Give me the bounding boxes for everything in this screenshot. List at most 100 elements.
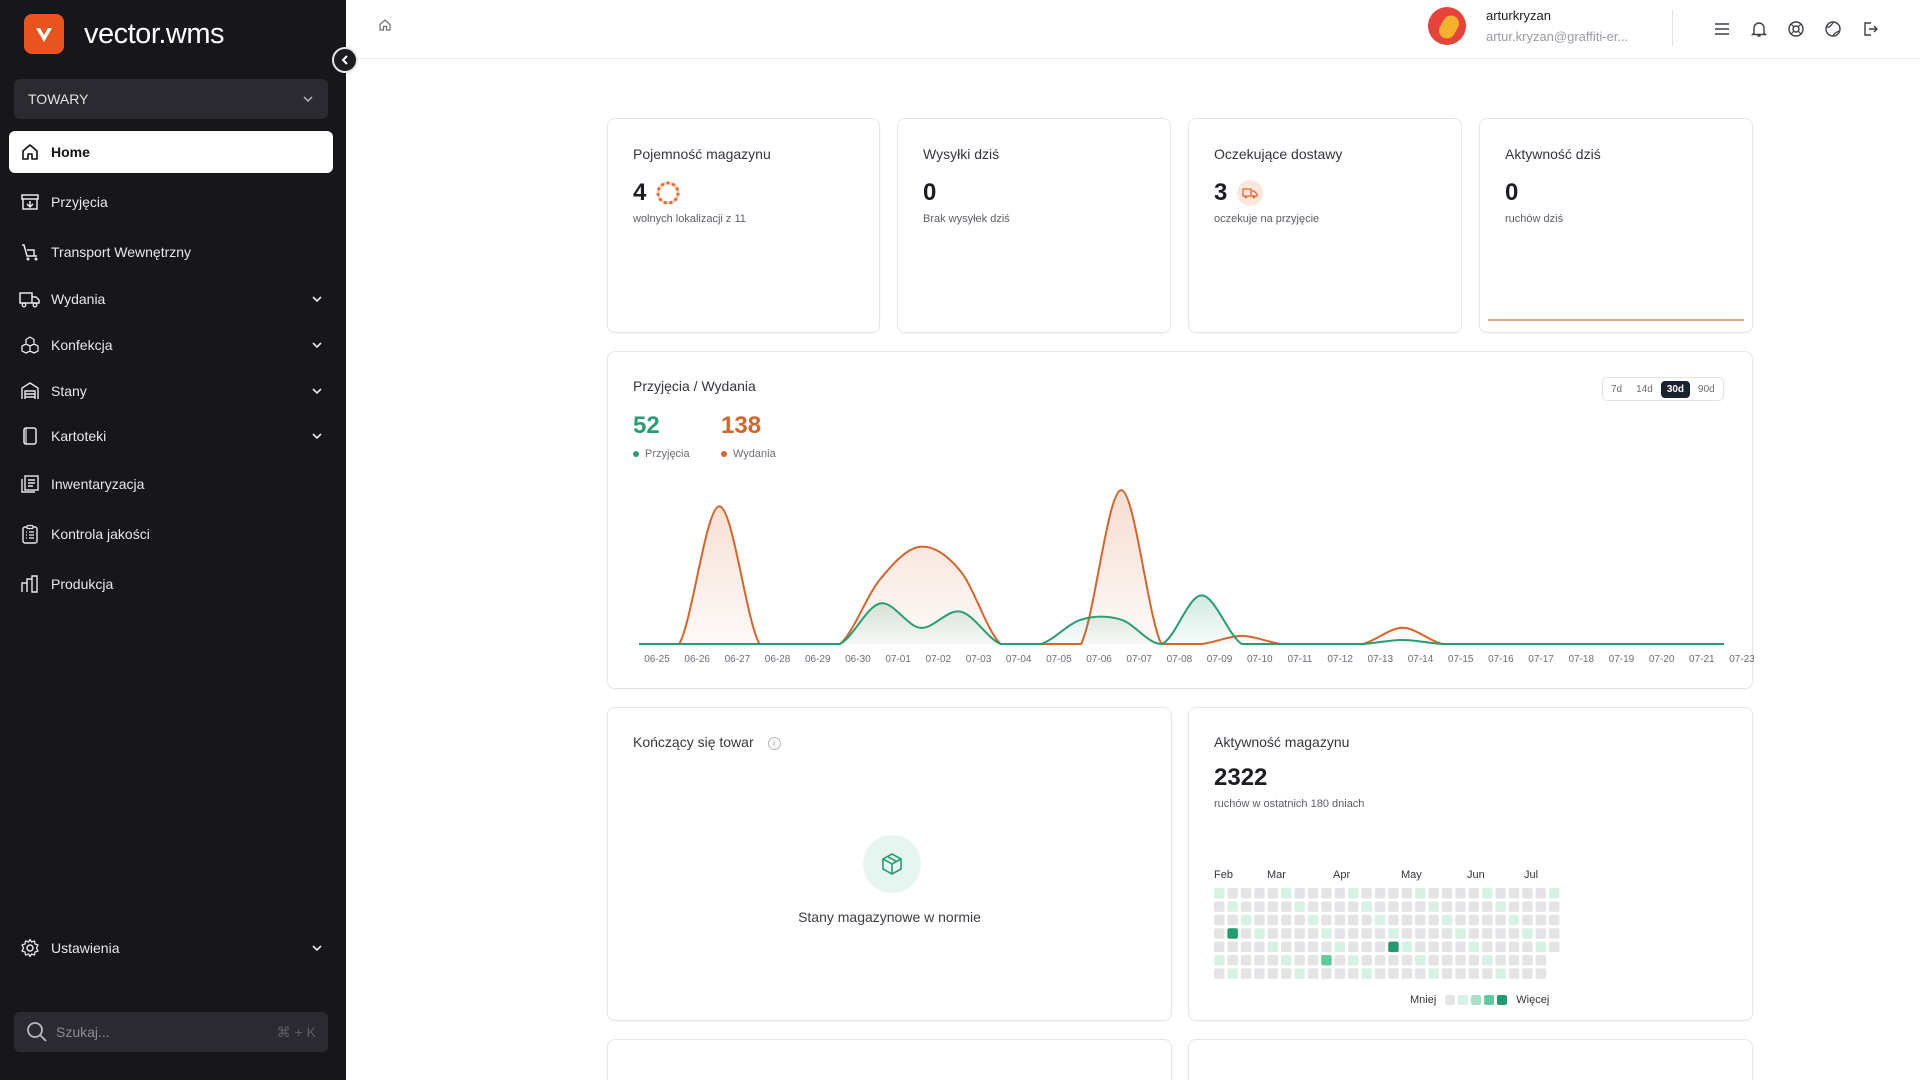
heatmap-cell[interactable] <box>1468 941 1480 953</box>
range-14d[interactable]: 14d <box>1636 383 1653 395</box>
heatmap-cell[interactable] <box>1428 955 1439 966</box>
heatmap-cell[interactable] <box>1240 901 1252 912</box>
heatmap-cell[interactable] <box>1388 888 1399 899</box>
heatmap-cell[interactable] <box>1281 888 1292 899</box>
heatmap-cell[interactable] <box>1401 901 1413 912</box>
heatmap-cell[interactable] <box>1495 941 1506 953</box>
heatmap-cell[interactable] <box>1334 928 1346 939</box>
heatmap-cell[interactable] <box>1522 928 1533 939</box>
heatmap-cell[interactable] <box>1415 941 1426 953</box>
heatmap-cell[interactable] <box>1267 941 1279 953</box>
sidebar-item-inwentaryzacja[interactable]: Inwentaryzacja <box>9 463 333 505</box>
heatmap-cell[interactable] <box>1374 968 1386 979</box>
heatmap-cell[interactable] <box>1227 901 1238 912</box>
breadcrumb-home-icon[interactable] <box>378 18 392 37</box>
globe-icon[interactable] <box>1821 17 1845 41</box>
heatmap-cell[interactable] <box>1334 955 1346 966</box>
heatmap-cell[interactable] <box>1227 941 1238 953</box>
heatmap-cell[interactable] <box>1549 901 1560 912</box>
heatmap-cell[interactable] <box>1227 928 1238 939</box>
heatmap-cell[interactable] <box>1307 901 1319 912</box>
heatmap-cell[interactable] <box>1535 928 1547 939</box>
heatmap-cell[interactable] <box>1294 968 1305 979</box>
heatmap-cell[interactable] <box>1321 941 1332 953</box>
heatmap-cell[interactable] <box>1388 914 1399 926</box>
heatmap-cell[interactable] <box>1374 888 1386 899</box>
heatmap-cell[interactable] <box>1522 901 1533 912</box>
heatmap-cell[interactable] <box>1227 968 1238 979</box>
module-select[interactable]: TOWARY <box>14 79 328 119</box>
heatmap-cell[interactable] <box>1495 968 1506 979</box>
heatmap-cell[interactable] <box>1374 914 1386 926</box>
heatmap-cell[interactable] <box>1294 901 1305 912</box>
heatmap-cell[interactable] <box>1374 941 1386 953</box>
heatmap-cell[interactable] <box>1508 968 1520 979</box>
heatmap-cell[interactable] <box>1388 941 1399 953</box>
heatmap-cell[interactable] <box>1535 888 1547 899</box>
heatmap-cell[interactable] <box>1468 914 1480 926</box>
heatmap-cell[interactable] <box>1522 955 1533 966</box>
heatmap-cell[interactable] <box>1348 928 1359 939</box>
heatmap-cell[interactable] <box>1227 955 1238 966</box>
range-7d[interactable]: 7d <box>1611 383 1623 395</box>
heatmap-cell[interactable] <box>1482 914 1493 926</box>
heatmap-cell[interactable] <box>1361 914 1372 926</box>
heatmap-cell[interactable] <box>1254 968 1265 979</box>
heatmap-cell[interactable] <box>1388 955 1399 966</box>
user-menu[interactable]: arturkryzan artur.kryzan@graffiti-er... <box>1428 7 1628 45</box>
heatmap-cell[interactable] <box>1508 955 1520 966</box>
heatmap-cell[interactable] <box>1240 968 1252 979</box>
heatmap-cell[interactable] <box>1294 955 1305 966</box>
heatmap-cell[interactable] <box>1468 888 1480 899</box>
heatmap-cell[interactable] <box>1281 914 1292 926</box>
heatmap-cell[interactable] <box>1415 955 1426 966</box>
heatmap-cell[interactable] <box>1254 955 1265 966</box>
heatmap-cell[interactable] <box>1334 888 1346 899</box>
heatmap-cell[interactable] <box>1415 928 1426 939</box>
heatmap-cell[interactable] <box>1321 955 1332 966</box>
heatmap-cell[interactable] <box>1441 888 1453 899</box>
heatmap-cell[interactable] <box>1482 941 1493 953</box>
heatmap-cell[interactable] <box>1549 941 1560 953</box>
heatmap-cell[interactable] <box>1267 888 1279 899</box>
heatmap-cell[interactable] <box>1214 941 1225 953</box>
heatmap-cell[interactable] <box>1441 901 1453 912</box>
heatmap-cell[interactable] <box>1468 928 1480 939</box>
sidebar-item-konfekcja[interactable]: Konfekcja <box>9 324 333 366</box>
heatmap-cell[interactable] <box>1307 941 1319 953</box>
heatmap-cell[interactable] <box>1267 955 1279 966</box>
heatmap-cell[interactable] <box>1401 914 1413 926</box>
heatmap-cell[interactable] <box>1535 914 1547 926</box>
heatmap-cell[interactable] <box>1321 914 1332 926</box>
heatmap-cell[interactable] <box>1374 901 1386 912</box>
heatmap-cell[interactable] <box>1214 968 1225 979</box>
heatmap-cell[interactable] <box>1482 901 1493 912</box>
heatmap-cell[interactable] <box>1428 968 1439 979</box>
heatmap-cell[interactable] <box>1495 888 1506 899</box>
heatmap-cell[interactable] <box>1388 968 1399 979</box>
heatmap-cell[interactable] <box>1267 928 1279 939</box>
heatmap-cell[interactable] <box>1468 968 1480 979</box>
heatmap-cell[interactable] <box>1334 968 1346 979</box>
info-icon[interactable]: i <box>767 736 781 750</box>
heatmap-cell[interactable] <box>1294 888 1305 899</box>
heatmap-cell[interactable] <box>1227 914 1238 926</box>
heatmap-cell[interactable] <box>1415 914 1426 926</box>
heatmap-cell[interactable] <box>1549 888 1560 899</box>
heatmap-cell[interactable] <box>1482 955 1493 966</box>
heatmap-cell[interactable] <box>1482 928 1493 939</box>
heatmap-cell[interactable] <box>1455 968 1466 979</box>
heatmap-cell[interactable] <box>1267 968 1279 979</box>
logo[interactable]: vector.wms <box>24 14 225 54</box>
heatmap-cell[interactable] <box>1455 955 1466 966</box>
heatmap-cell[interactable] <box>1214 955 1225 966</box>
heatmap-cell[interactable] <box>1321 928 1332 939</box>
heatmap-cell[interactable] <box>1428 928 1439 939</box>
search-input[interactable]: Szukaj... <box>56 1024 110 1040</box>
heatmap-cell[interactable] <box>1294 928 1305 939</box>
heatmap-cell[interactable] <box>1508 914 1520 926</box>
heatmap-cell[interactable] <box>1281 941 1292 953</box>
heatmap-cell[interactable] <box>1441 968 1453 979</box>
heatmap-cell[interactable] <box>1522 888 1533 899</box>
heatmap-cell[interactable] <box>1482 968 1493 979</box>
